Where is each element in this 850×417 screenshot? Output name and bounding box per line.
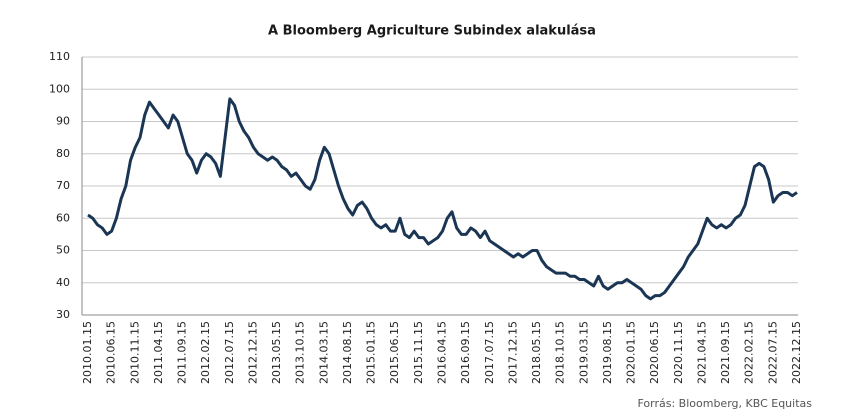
x-tick-label: 2010.06.15 (105, 321, 118, 384)
x-tick-label: 2010.01.15 (81, 321, 94, 384)
x-tick-label: 2011.04.15 (152, 321, 165, 384)
x-tick-label: 2017.12.15 (506, 321, 519, 384)
y-tick-label: 50 (56, 244, 70, 257)
x-tick-label: 2012.07.15 (223, 321, 236, 384)
x-tick-label: 2019.03.15 (577, 321, 590, 384)
y-tick-label: 80 (56, 147, 70, 160)
source-note: Forrás: Bloomberg, KBC Equitas (637, 397, 812, 410)
x-tick-label: 2014.08.15 (341, 321, 354, 384)
y-tick-label: 30 (56, 308, 70, 321)
y-tick-label: 60 (56, 211, 70, 224)
y-tick-label: 40 (56, 276, 70, 289)
x-tick-label: 2020.11.15 (672, 321, 685, 384)
x-tick-label: 2012.02.15 (199, 321, 212, 384)
x-tick-label: 2013.10.15 (294, 321, 307, 384)
data-line (87, 97, 798, 301)
x-tick-label: 2020.01.15 (625, 321, 638, 384)
x-tick-label: 2017.07.15 (483, 321, 496, 384)
y-tick-label: 90 (56, 115, 70, 128)
x-tick-label: 2022.02.15 (743, 321, 756, 384)
x-tick-label: 2018.10.15 (554, 321, 567, 384)
x-tick-label: 2015.06.15 (388, 321, 401, 384)
x-tick-label: 2016.04.15 (436, 321, 449, 384)
x-tick-label: 2011.09.15 (176, 321, 189, 384)
y-tick-label: 100 (49, 82, 70, 95)
x-tick-label: 2022.12.15 (790, 321, 803, 384)
x-tick-label: 2022.07.15 (766, 321, 779, 384)
x-tick-label: 2014.03.15 (317, 321, 330, 384)
x-tick-label: 2013.05.15 (270, 321, 283, 384)
x-tick-label: 2016.09.15 (459, 321, 472, 384)
y-tick-label: 70 (56, 179, 70, 192)
chart-title: A Bloomberg Agriculture Subindex alakulá… (268, 24, 596, 39)
x-tick-label: 2021.04.15 (695, 321, 708, 384)
x-tick-label: 2015.01.15 (365, 321, 378, 384)
x-tick-label: 2019.08.15 (601, 321, 614, 384)
x-tick-label: 2015.11.15 (412, 321, 425, 384)
x-tick-label: 2012.12.15 (246, 321, 259, 384)
x-tick-label: 2021.09.15 (719, 321, 732, 384)
x-tick-label: 2010.11.15 (128, 321, 141, 384)
x-tick-label: 2018.05.15 (530, 321, 543, 384)
x-tick-label: 2020.06.15 (648, 321, 661, 384)
y-tick-label: 110 (49, 50, 70, 63)
